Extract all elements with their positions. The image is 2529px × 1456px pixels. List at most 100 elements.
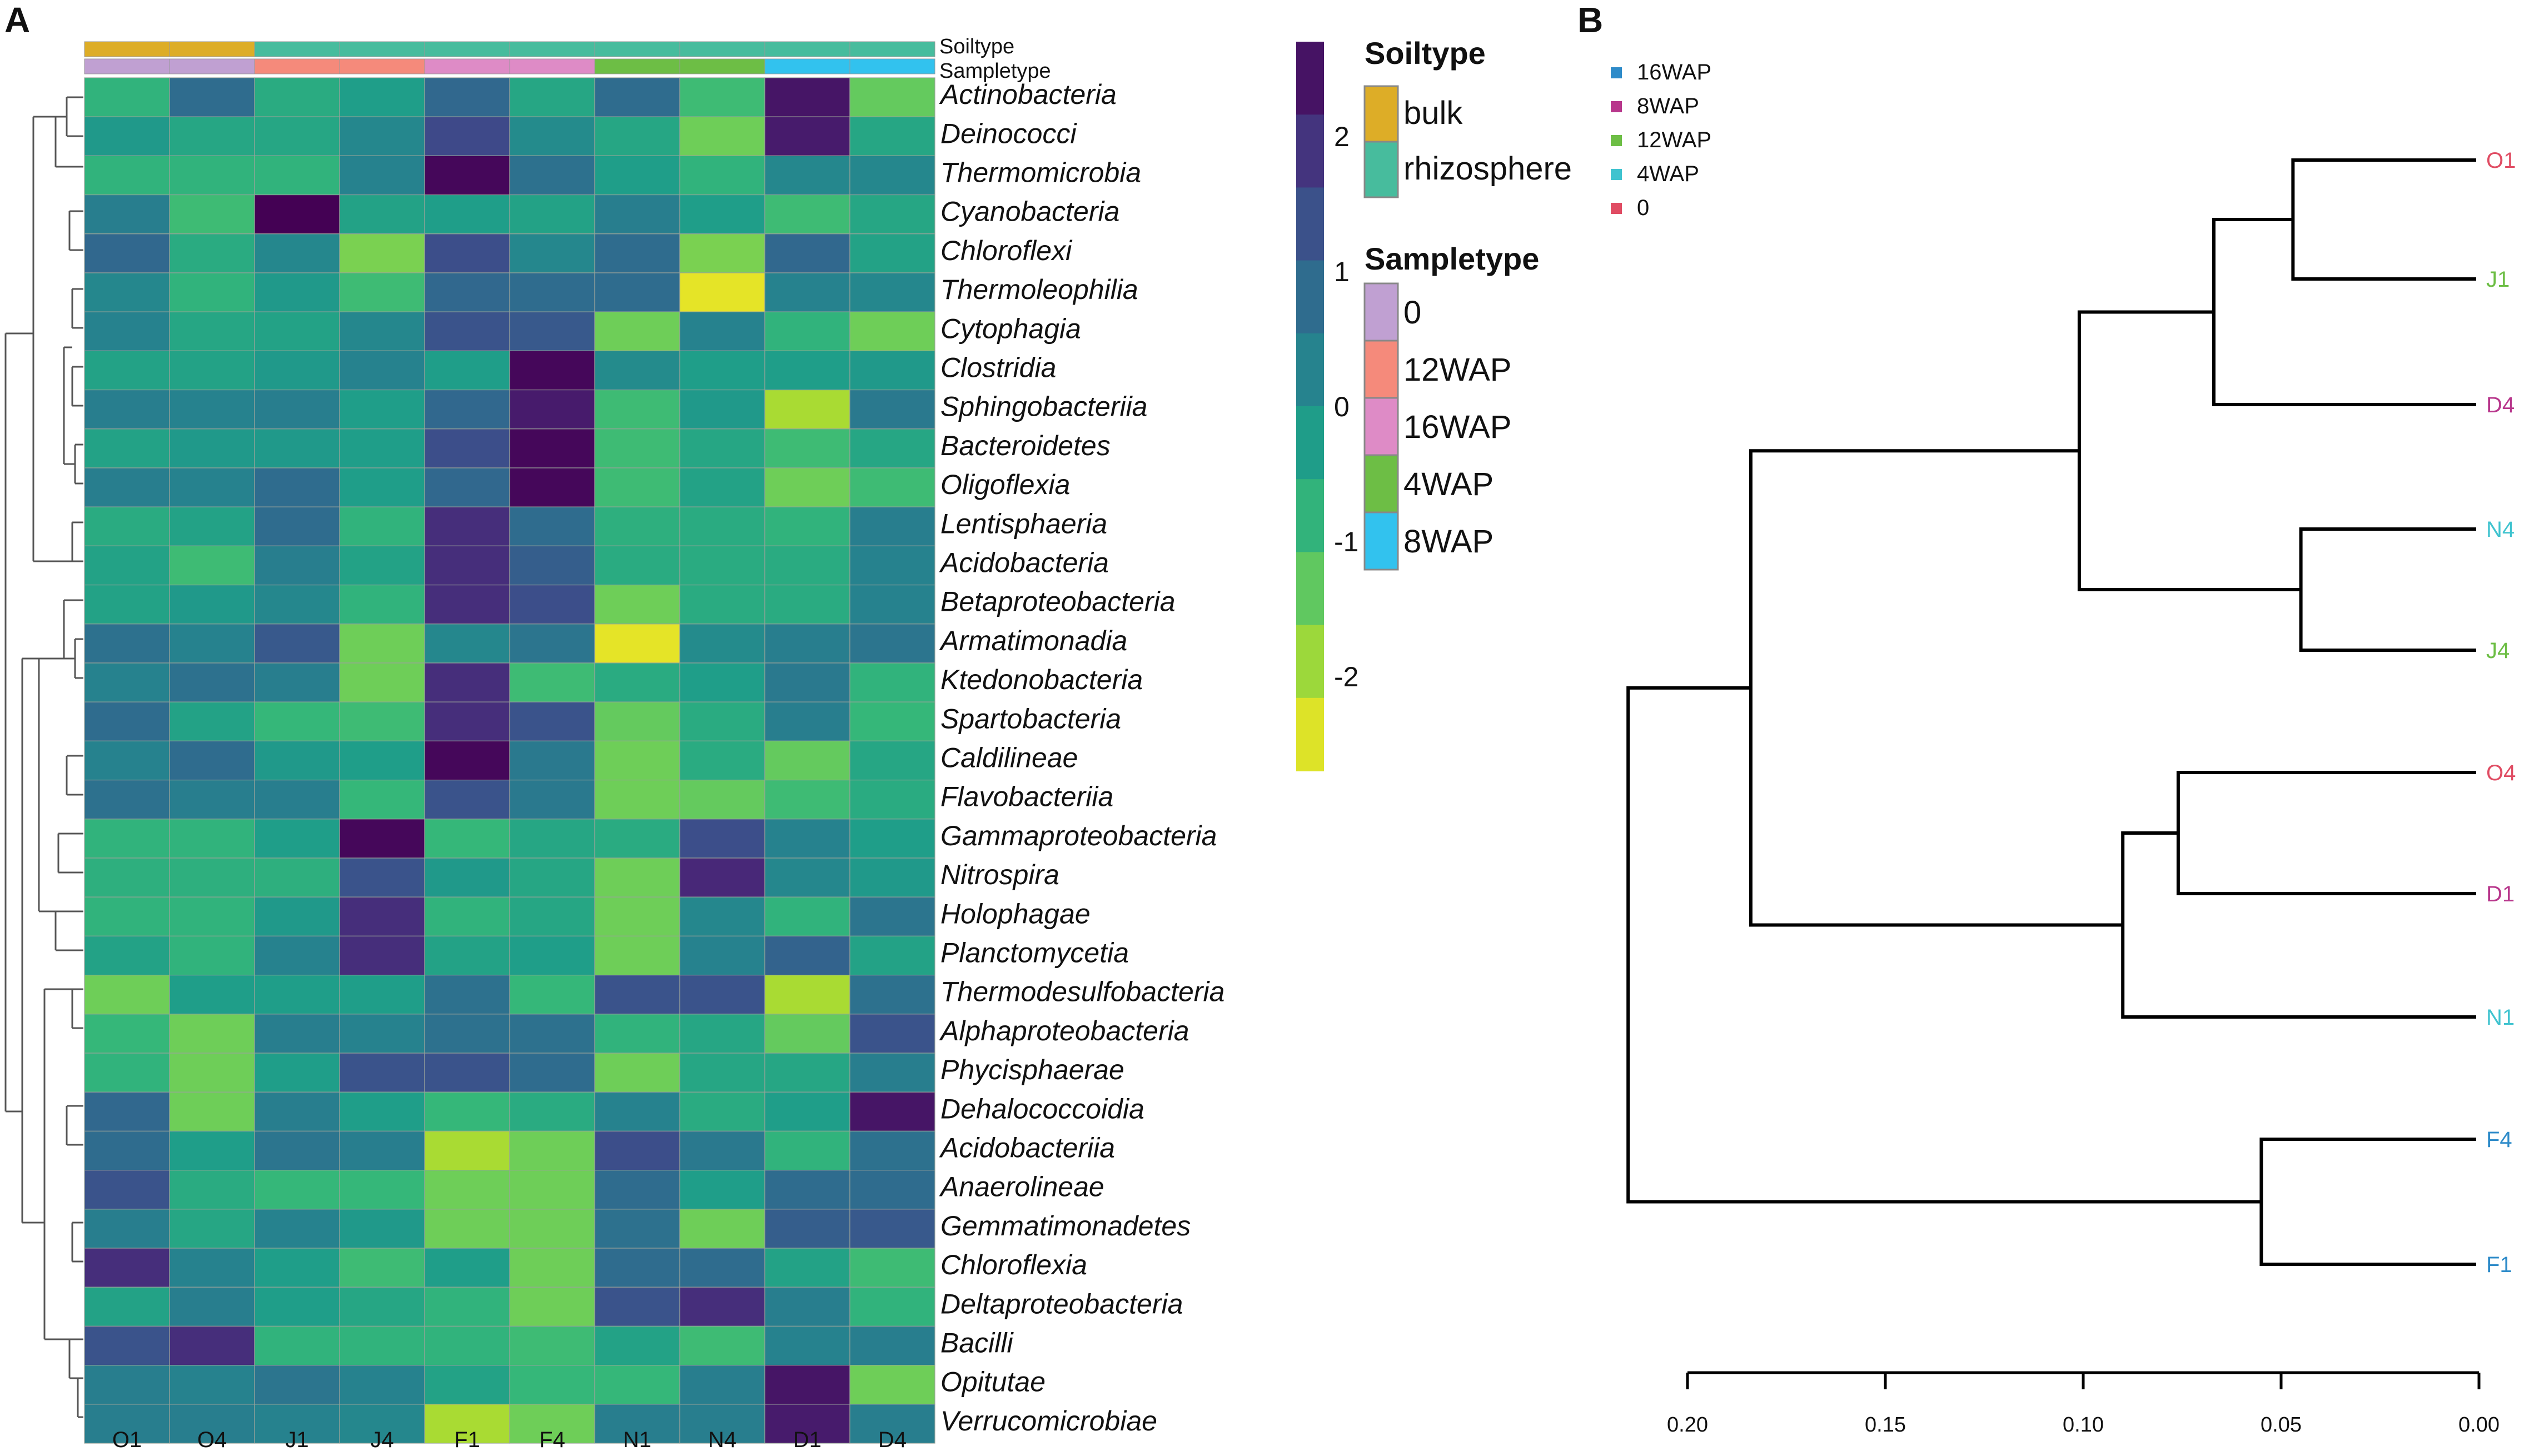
legend-swatch-0 bbox=[1611, 203, 1622, 214]
heatmap-cell bbox=[84, 819, 170, 859]
heatmap-cell bbox=[254, 77, 340, 117]
heatmap-cell bbox=[84, 1091, 170, 1131]
color-scale-tick: 0 bbox=[1334, 391, 1350, 422]
heatmap-cell bbox=[764, 389, 850, 430]
sampletype-legend-swatch-16WAP bbox=[1363, 397, 1399, 456]
row-label-planctomycetia: Planctomycetia bbox=[940, 938, 1129, 969]
soiltype-cell-N4 bbox=[679, 41, 765, 57]
heatmap-cell bbox=[424, 779, 510, 820]
heatmap-cell bbox=[849, 1287, 935, 1327]
sampletype-annotation-label: Sampletype bbox=[939, 59, 1051, 83]
heatmap-cell bbox=[594, 662, 680, 702]
x-axis-tick-label: 0.15 bbox=[1865, 1413, 1906, 1437]
legend-swatch-4WAP bbox=[1611, 169, 1622, 180]
heatmap-cell bbox=[424, 662, 510, 702]
sampletype-cell-O1 bbox=[84, 58, 170, 74]
color-scale-block bbox=[1296, 479, 1324, 553]
heatmap-cell bbox=[679, 896, 765, 936]
heatmap-cell bbox=[849, 857, 935, 897]
heatmap-cell bbox=[509, 974, 595, 1015]
dendrogram-legend: 16WAP 8WAP 12WAP 4WAP 0 bbox=[1611, 60, 1711, 220]
heatmap-cell bbox=[679, 77, 765, 117]
row-label-bacilli: Bacilli bbox=[940, 1328, 1014, 1359]
heatmap-cell bbox=[594, 779, 680, 820]
heatmap-cell bbox=[764, 1091, 850, 1131]
row-label-holophagae: Holophagae bbox=[940, 898, 1091, 929]
heatmap-cell bbox=[764, 467, 850, 507]
heatmap-cell bbox=[254, 935, 340, 976]
heatmap-cell bbox=[84, 779, 170, 820]
heatmap-cell bbox=[339, 233, 425, 273]
heatmap-cell bbox=[169, 155, 255, 196]
column-label-J1: J1 bbox=[285, 1428, 308, 1452]
color-scale-block bbox=[1296, 552, 1324, 626]
heatmap-cell bbox=[764, 896, 850, 936]
heatmap-cell bbox=[254, 896, 340, 936]
heatmap-cell bbox=[764, 1014, 850, 1054]
heatmap-cell bbox=[339, 857, 425, 897]
heatmap-cell bbox=[339, 467, 425, 507]
color-scale-tick: -2 bbox=[1334, 661, 1358, 692]
heatmap-cell bbox=[339, 584, 425, 625]
sampletype-legend-swatch-0 bbox=[1363, 282, 1399, 342]
heatmap-cell bbox=[679, 272, 765, 312]
soiltype-cell-D4 bbox=[849, 41, 935, 57]
heatmap-cell bbox=[339, 1170, 425, 1210]
heatmap-cell bbox=[424, 896, 510, 936]
x-axis-tick-label: 0.10 bbox=[2063, 1413, 2104, 1437]
heatmap-cell bbox=[339, 662, 425, 702]
row-label-sphingobacteriia: Sphingobacteriia bbox=[940, 391, 1148, 422]
heatmap-cell bbox=[509, 1170, 595, 1210]
sampletype-legend-label-0: 0 bbox=[1403, 295, 1421, 331]
heatmap-cell bbox=[84, 1014, 170, 1054]
heatmap-cell bbox=[849, 1053, 935, 1093]
heatmap-cell bbox=[254, 116, 340, 156]
legend-label-12WAP: 12WAP bbox=[1637, 128, 1711, 152]
row-label-nitrospira: Nitrospira bbox=[940, 859, 1059, 890]
heatmap-cell bbox=[169, 311, 255, 352]
column-label-J4: J4 bbox=[370, 1428, 394, 1452]
row-label-dehalococcoidia: Dehalococcoidia bbox=[940, 1093, 1144, 1124]
heatmap-cell bbox=[509, 1130, 595, 1171]
heatmap-cell bbox=[84, 1325, 170, 1366]
heatmap-cell bbox=[509, 1209, 595, 1249]
heatmap-cell bbox=[849, 935, 935, 976]
heatmap-cell bbox=[169, 1170, 255, 1210]
heatmap-cell bbox=[339, 1209, 425, 1249]
heatmap-cell bbox=[84, 389, 170, 430]
heatmap-cell bbox=[764, 1404, 850, 1444]
dendrogram-branch bbox=[1749, 449, 2123, 927]
heatmap-cell bbox=[594, 233, 680, 273]
heatmap-cell bbox=[764, 311, 850, 352]
color-scale-block bbox=[1296, 187, 1324, 261]
heatmap-cell bbox=[594, 701, 680, 741]
heatmap-cell bbox=[849, 974, 935, 1015]
heatmap-cell bbox=[594, 1130, 680, 1171]
heatmap-cell bbox=[509, 77, 595, 117]
heatmap-cell bbox=[849, 272, 935, 312]
heatmap-cell bbox=[339, 389, 425, 430]
soiltype-cell-F4 bbox=[509, 41, 595, 57]
heatmap-cell bbox=[339, 350, 425, 391]
heatmap-cell bbox=[679, 233, 765, 273]
sampletype-legend-label-16WAP: 16WAP bbox=[1403, 409, 1511, 445]
heatmap-cell bbox=[764, 1209, 850, 1249]
soiltype-cell-J1 bbox=[254, 41, 340, 57]
dendrogram-branch bbox=[2291, 158, 2476, 281]
heatmap-cell bbox=[339, 1325, 425, 1366]
heatmap-cell bbox=[169, 701, 255, 741]
heatmap-cell bbox=[424, 1130, 510, 1171]
sampletype-cell-D4 bbox=[849, 58, 935, 74]
row-label-anaerolineae: Anaerolineae bbox=[939, 1171, 1104, 1203]
heatmap-cell bbox=[169, 1287, 255, 1327]
heatmap-cell bbox=[764, 624, 850, 664]
heatmap-cell bbox=[679, 1404, 765, 1444]
heatmap-cell bbox=[594, 935, 680, 976]
heatmap-cell bbox=[169, 1014, 255, 1054]
heatmap-cell bbox=[254, 1287, 340, 1327]
color-scale-block bbox=[1296, 697, 1324, 771]
heatmap-cell bbox=[679, 311, 765, 352]
legend-swatch-8WAP bbox=[1611, 101, 1622, 112]
heatmap-cell bbox=[849, 506, 935, 547]
